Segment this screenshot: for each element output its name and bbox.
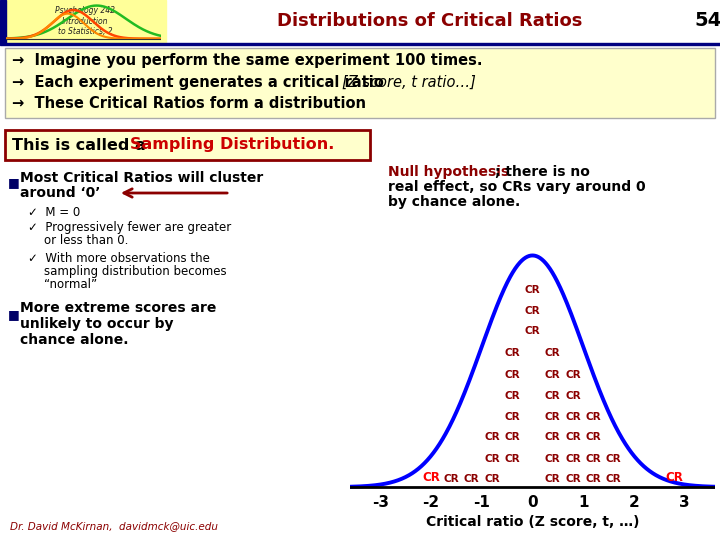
Text: CR: CR (505, 432, 520, 442)
Text: CR: CR (525, 286, 540, 295)
Text: CR: CR (565, 370, 581, 380)
Text: CR: CR (565, 432, 581, 442)
Text: Dr. David McKirnan,  davidmck@uic.edu: Dr. David McKirnan, davidmck@uic.edu (10, 521, 218, 531)
Text: CR: CR (585, 432, 601, 442)
Text: CR: CR (422, 471, 440, 484)
Text: real effect, so CRs vary around 0: real effect, so CRs vary around 0 (388, 180, 646, 194)
Text: ; there is no: ; there is no (495, 165, 590, 179)
Text: by chance alone.: by chance alone. (388, 195, 521, 209)
Text: or less than 0.: or less than 0. (44, 234, 128, 247)
Text: CR: CR (585, 412, 601, 422)
Text: CR: CR (525, 326, 540, 336)
Text: CR: CR (585, 454, 601, 464)
Text: CR: CR (484, 474, 500, 484)
Text: CR: CR (545, 391, 561, 401)
Text: CR: CR (505, 370, 520, 380)
Text: CR: CR (484, 432, 500, 442)
Text: →  These Critical Ratios form a distribution: → These Critical Ratios form a distribut… (12, 97, 366, 111)
Text: [Z score, t ratio…]: [Z score, t ratio…] (342, 75, 476, 90)
Text: unlikely to occur by: unlikely to occur by (20, 317, 174, 331)
X-axis label: Critical ratio (Z score, t, …): Critical ratio (Z score, t, …) (426, 515, 639, 529)
Text: CR: CR (444, 474, 459, 484)
Text: ■: ■ (8, 308, 19, 321)
Text: CR: CR (545, 348, 561, 358)
Bar (5, 48, 715, 118)
Text: CR: CR (585, 474, 601, 484)
Text: CR: CR (606, 454, 621, 464)
Text: CR: CR (464, 474, 480, 484)
Text: Psychology 242
Introduction
to Statistics, 2: Psychology 242 Introduction to Statistic… (55, 6, 115, 36)
Text: ✓  M = 0: ✓ M = 0 (28, 206, 80, 219)
Text: →  Each experiment generates a critical ratio: → Each experiment generates a critical r… (12, 75, 389, 90)
Text: CR: CR (505, 454, 520, 464)
Text: Sampling Distribution.: Sampling Distribution. (130, 138, 334, 152)
Text: CR: CR (545, 370, 561, 380)
Text: CR: CR (606, 474, 621, 484)
Text: →  Imagine you perform the same experiment 100 times.: → Imagine you perform the same experimen… (12, 52, 482, 68)
Text: CR: CR (565, 412, 581, 422)
Text: sampling distribution becomes: sampling distribution becomes (44, 266, 227, 279)
Text: ✓  With more observations the: ✓ With more observations the (28, 252, 210, 265)
Text: CR: CR (545, 454, 561, 464)
Text: CR: CR (565, 454, 581, 464)
Text: Distributions of Critical Ratios: Distributions of Critical Ratios (277, 12, 582, 30)
Text: 54: 54 (694, 11, 720, 30)
Text: Null hypothesis: Null hypothesis (388, 165, 509, 179)
Bar (0, 43, 720, 45)
Text: chance alone.: chance alone. (20, 333, 128, 347)
Text: More extreme scores are: More extreme scores are (20, 301, 217, 315)
Text: around ‘0’: around ‘0’ (20, 186, 100, 200)
Text: CR: CR (545, 432, 561, 442)
Text: CR: CR (525, 306, 540, 316)
Text: CR: CR (484, 454, 500, 464)
Text: CR: CR (545, 412, 561, 422)
Text: This is called a: This is called a (12, 138, 151, 152)
Text: ✓  Progressively fewer are greater: ✓ Progressively fewer are greater (28, 221, 231, 234)
Text: CR: CR (505, 348, 520, 358)
Text: CR: CR (505, 391, 520, 401)
Bar (6, 0, 166, 43)
Text: CR: CR (665, 471, 683, 484)
Text: CR: CR (565, 474, 581, 484)
Text: CR: CR (505, 412, 520, 422)
Text: Most Critical Ratios will cluster: Most Critical Ratios will cluster (20, 171, 264, 185)
Text: ■: ■ (8, 177, 19, 190)
Bar (5, 130, 370, 160)
Text: CR: CR (545, 474, 561, 484)
Text: CR: CR (565, 391, 581, 401)
Bar (0, 0, 6, 43)
Text: “normal”: “normal” (44, 279, 97, 292)
